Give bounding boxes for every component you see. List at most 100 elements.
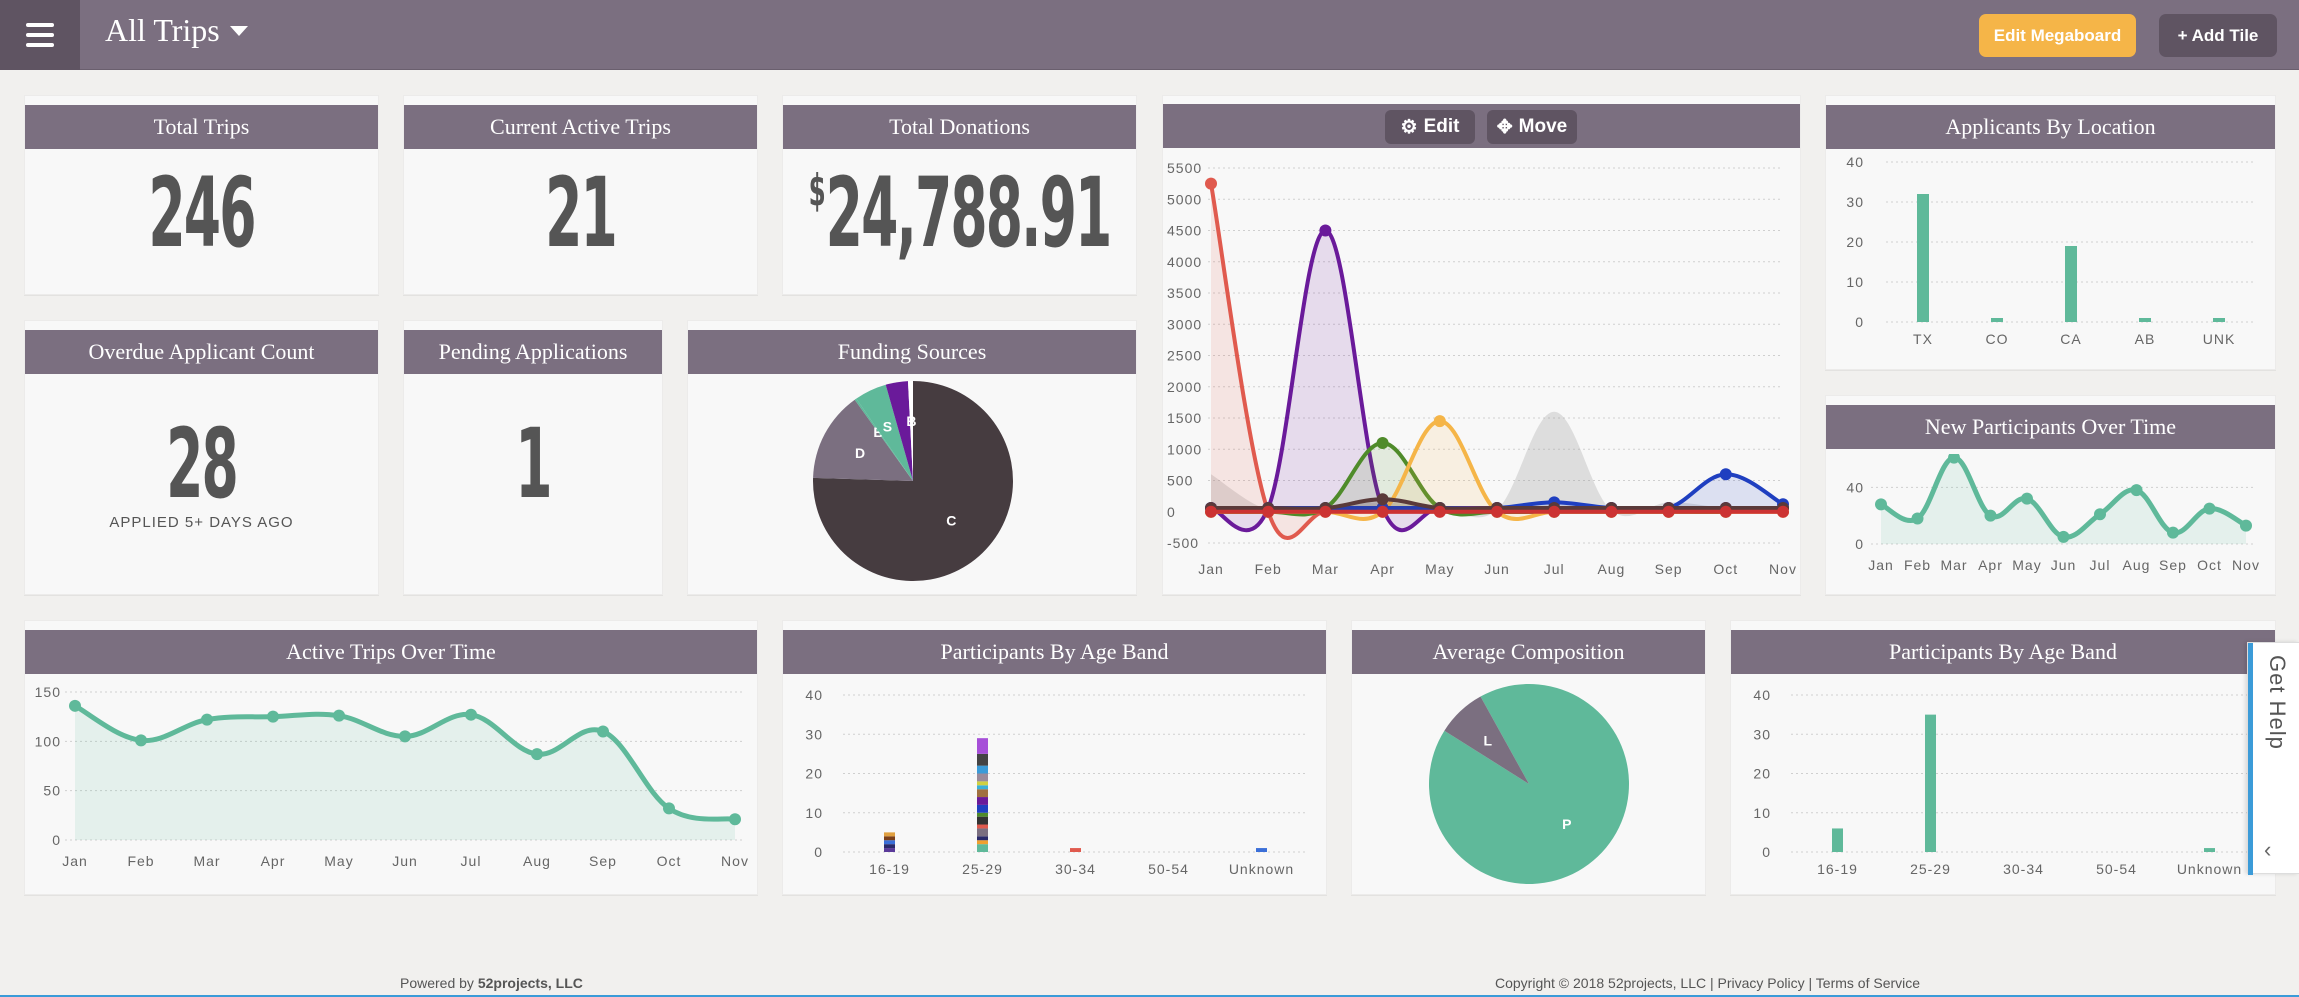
tile-current-active-trips[interactable]: Current Active Trips 21	[403, 95, 758, 295]
applicants_location-x-tick: AB	[2135, 331, 2156, 347]
tile-overdue-applicant-count[interactable]: Overdue Applicant Count 28 APPLIED 5+ DA…	[24, 320, 379, 595]
active_over_time-point	[399, 730, 411, 743]
age_band_1-x-tick: 16-19	[869, 861, 910, 877]
board-selector[interactable]: All Trips	[105, 12, 248, 49]
footer-brand-link[interactable]: 52projects, LLC	[477, 975, 583, 991]
tile-head-bar	[1163, 104, 1800, 148]
new_participants-y-tick: 0	[1855, 536, 1864, 552]
tile-participants-by-age-band-2[interactable]: Participants By Age Band 0 10 20 30 40 16-19 2…	[1730, 620, 2276, 895]
age_band_1-bar-segment	[977, 738, 988, 754]
new_participants-point	[1984, 509, 1997, 522]
age_band_1-bar-segment	[977, 773, 988, 782]
multi-y-tick: 0	[1167, 504, 1176, 520]
applicants_location-x-tick: CO	[1986, 331, 2009, 347]
applicants_location-bar	[1917, 194, 1929, 322]
active_over_time-y-tick: 0	[52, 832, 61, 848]
move-tile-button[interactable]: ✥ Move	[1487, 110, 1577, 144]
new_participants-area	[1881, 457, 2246, 544]
age_band_1-bar-segment	[884, 836, 895, 841]
tile-pending-applications[interactable]: Pending Applications 1	[403, 320, 663, 595]
multi-series-point	[1605, 505, 1618, 518]
multi-series-point	[1376, 437, 1389, 449]
new_participants-x-tick: Aug	[2123, 557, 2151, 573]
applicants_location-y-tick: 10	[1846, 274, 1864, 290]
multi-series-point	[1548, 505, 1561, 518]
multi-y-tick: 1000	[1167, 441, 1202, 457]
age_band_2-x-tick: 25-29	[1910, 861, 1951, 877]
stat-value: 28	[166, 408, 239, 520]
active_over_time-x-tick: Aug	[523, 853, 551, 869]
multi-series-area	[1211, 443, 1783, 515]
multi-series-point	[1433, 415, 1446, 428]
applicants_location-y-tick: 20	[1846, 234, 1864, 250]
age_band_2-y-tick: 30	[1753, 726, 1771, 742]
tile-participants-by-age-band-1[interactable]: Participants By Age Band 0 10 20 30 40 16-19 2…	[782, 620, 1327, 895]
hamburger-icon[interactable]	[0, 0, 80, 70]
multi-series-point	[1205, 177, 1217, 190]
chevron-left-icon[interactable]: ‹	[2264, 837, 2272, 862]
footer-copyright[interactable]: Copyright © 2018 52projects, LLC | Priva…	[1495, 975, 1921, 991]
active-trips-chart: 0 50 100 150 Jan Feb Mar Apr May Jun Jul Aug Sep Oct N…	[35, 684, 748, 869]
applicants_location-y-tick: 40	[1846, 154, 1864, 170]
age_band_2-bar	[1832, 828, 1843, 852]
tile-active-trips-over-time[interactable]: Active Trips Over Time 0 50 100 150 Jan Feb Ma…	[24, 620, 758, 895]
new_participants-point	[1948, 454, 1960, 464]
active_over_time-point	[69, 699, 81, 712]
age_band_1-bar-segment	[977, 828, 988, 837]
multi-x-tick: Aug	[1597, 561, 1625, 577]
age_band_1-x-tick: 30-34	[1055, 861, 1096, 877]
applicants_location-x-tick: TX	[1913, 331, 1933, 347]
multi-x-tick: Jul	[1544, 561, 1565, 577]
age_band_2-bar	[1925, 714, 1936, 852]
tile-applicants-by-location[interactable]: Applicants By Location 0 10 20 30 40 TX CO CA AB…	[1825, 95, 2276, 370]
funding-slice	[907, 381, 913, 481]
age_band_1-y-tick: 20	[805, 766, 823, 782]
age-band-stacked-chart: 0 10 20 30 40 16-19 25-29 30-34 50-54 Unknown	[805, 687, 1308, 877]
tile-title: Total Donations	[783, 105, 1136, 149]
multi-series-point	[1719, 468, 1732, 481]
new_participants-x-tick: Nov	[2232, 557, 2260, 573]
funding-slice-label: D	[855, 445, 865, 461]
footer-powered-text: Powered by	[400, 975, 478, 991]
tile-title: New Participants Over Time	[1826, 405, 2275, 449]
footer-powered: Powered by 52projects, LLC	[400, 975, 583, 991]
tile-multi-line-chart[interactable]: -500 0 500 1000 1500 2000 2500 3000 3500 4000 4500…	[1162, 95, 1801, 595]
new_participants-x-tick: Jul	[2090, 557, 2111, 573]
multi-y-tick: 3500	[1167, 285, 1202, 301]
tile-total-trips[interactable]: Total Trips 246	[24, 95, 379, 295]
add-tile-button[interactable]: + Add Tile	[2159, 14, 2277, 57]
edit-megaboard-button[interactable]: Edit Megaboard	[1979, 14, 2136, 57]
funding-slice-label: C	[946, 512, 956, 528]
multi-series-point	[1662, 505, 1675, 518]
get-help-accent	[2248, 643, 2253, 875]
funding-slice-label: S	[883, 419, 892, 435]
multi-series-point	[1319, 224, 1332, 237]
multi-series-point	[1777, 505, 1789, 518]
get-help-label: Get Help	[2265, 655, 2290, 750]
tile-title: Average Composition	[1352, 630, 1705, 674]
age_band_1-bar-segment	[977, 804, 988, 813]
get-help-widget[interactable]: Get Help ‹	[2247, 642, 2299, 875]
tile-total-donations[interactable]: Total Donations $ 24,788.91	[782, 95, 1137, 295]
age_band_1-y-tick: 30	[805, 726, 823, 742]
tile-new-participants[interactable]: New Participants Over Time 0 40 Jan Feb Mar A…	[1825, 395, 2276, 595]
age_band_1-bar-segment	[884, 844, 895, 849]
multi-x-tick: Nov	[1769, 561, 1797, 577]
new_participants-point	[1911, 512, 1924, 525]
avg_comp-slice-label: L	[1483, 732, 1492, 748]
age-band-bar-chart: 0 10 20 30 40 16-19 25-29 30-34 50-54 Unknown	[1753, 687, 2256, 877]
multi-y-tick: 2500	[1167, 348, 1202, 364]
age_band_2-y-tick: 20	[1753, 766, 1771, 782]
tile-title: Overdue Applicant Count	[25, 330, 378, 374]
new_participants-x-tick: Jan	[1868, 557, 1894, 573]
edit-tile-button[interactable]: ⚙ Edit	[1385, 110, 1475, 144]
multi-y-tick: 2000	[1167, 379, 1202, 395]
age_band_1-x-tick: 50-54	[1148, 861, 1189, 877]
active_over_time-y-tick: 100	[35, 733, 61, 749]
age_band_1-y-tick: 40	[805, 687, 823, 703]
applicants_location-y-tick: 30	[1846, 194, 1864, 210]
multi-x-tick: Apr	[1370, 561, 1395, 577]
age_band_2-y-tick: 0	[1762, 844, 1771, 860]
